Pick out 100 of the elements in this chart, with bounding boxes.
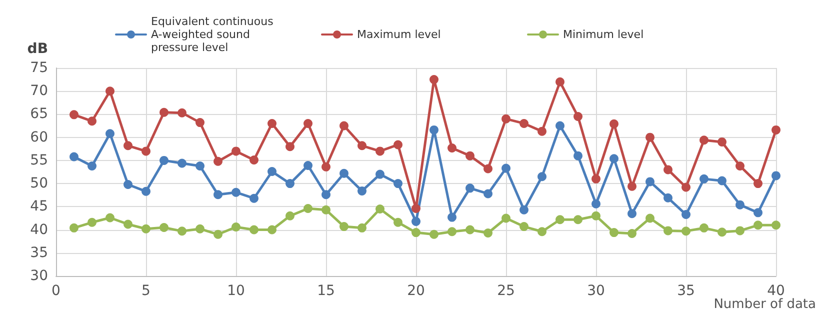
point [430, 75, 438, 84]
legend-label: Minimum level [563, 28, 644, 41]
point [124, 220, 132, 229]
point [88, 116, 96, 126]
point [178, 108, 186, 118]
point [574, 151, 582, 160]
x-tick-label: 25 [497, 283, 515, 299]
point [340, 222, 348, 232]
point [160, 222, 168, 232]
y-tick-label: 45 [30, 198, 48, 215]
point [700, 223, 708, 232]
x-tick-label: 5 [142, 283, 150, 299]
point [736, 226, 744, 236]
x-tick-label: 30 [587, 283, 605, 299]
point [70, 110, 78, 120]
point [142, 186, 150, 196]
point [160, 156, 168, 165]
point [502, 164, 510, 173]
point [538, 172, 546, 182]
point [268, 118, 276, 128]
x-tick-label: 0 [52, 283, 60, 299]
y-tick-label: 75 [30, 60, 48, 76]
point [394, 140, 402, 150]
point [682, 182, 690, 192]
point [250, 194, 258, 203]
point [484, 164, 492, 174]
point [610, 119, 618, 128]
legend-label: Maximum level [357, 28, 441, 41]
point [106, 213, 114, 222]
point [106, 129, 114, 138]
point [682, 226, 690, 236]
point [196, 161, 204, 170]
point [376, 146, 384, 156]
point [232, 146, 240, 156]
point [646, 177, 654, 186]
point [718, 137, 726, 146]
point [628, 228, 636, 238]
point [538, 126, 546, 136]
point [520, 222, 528, 232]
point [610, 228, 618, 238]
point [232, 188, 240, 197]
point [448, 212, 456, 222]
point [142, 146, 150, 156]
x-tick-label: 40 [767, 283, 785, 299]
point [214, 230, 222, 239]
point [412, 216, 420, 226]
point [736, 200, 744, 210]
point [520, 205, 528, 214]
point [718, 176, 726, 186]
point [394, 218, 402, 227]
point [106, 86, 114, 96]
point [556, 77, 564, 86]
point [268, 167, 276, 176]
point [466, 225, 474, 234]
point [412, 204, 420, 214]
point [574, 112, 582, 122]
y-tick-label: 65 [30, 106, 48, 122]
point [322, 190, 330, 200]
point [448, 143, 456, 152]
point [700, 136, 708, 145]
point [358, 223, 366, 232]
point [592, 211, 600, 220]
y-tick-label: 50 [30, 176, 48, 192]
point [430, 125, 438, 134]
y-tick-label: 70 [30, 83, 48, 100]
point [430, 230, 438, 239]
point [646, 132, 654, 142]
point [520, 118, 528, 128]
point [610, 154, 618, 164]
point [286, 142, 294, 152]
x-axis-title: Number of data [714, 297, 816, 312]
point [214, 190, 222, 200]
y-tick-label: 60 [30, 129, 48, 146]
point [466, 184, 474, 193]
point [664, 165, 672, 174]
point [268, 225, 276, 234]
y-axis-title: dB [27, 41, 48, 57]
point [394, 179, 402, 188]
point [322, 205, 330, 214]
point [178, 158, 186, 168]
point [358, 141, 366, 150]
point [772, 171, 780, 180]
point [142, 224, 150, 234]
point [556, 121, 564, 130]
point [538, 227, 546, 236]
x-tick-label: 20 [407, 283, 425, 299]
y-tick-label: 35 [30, 244, 48, 261]
point [196, 224, 204, 234]
point [70, 152, 78, 162]
point [304, 204, 312, 214]
point [376, 170, 384, 179]
point [700, 174, 708, 184]
point [124, 180, 132, 189]
point [196, 118, 204, 128]
point [592, 199, 600, 208]
point [592, 174, 600, 184]
point [250, 155, 258, 164]
point [556, 215, 564, 224]
point [574, 215, 582, 224]
point [682, 210, 690, 220]
